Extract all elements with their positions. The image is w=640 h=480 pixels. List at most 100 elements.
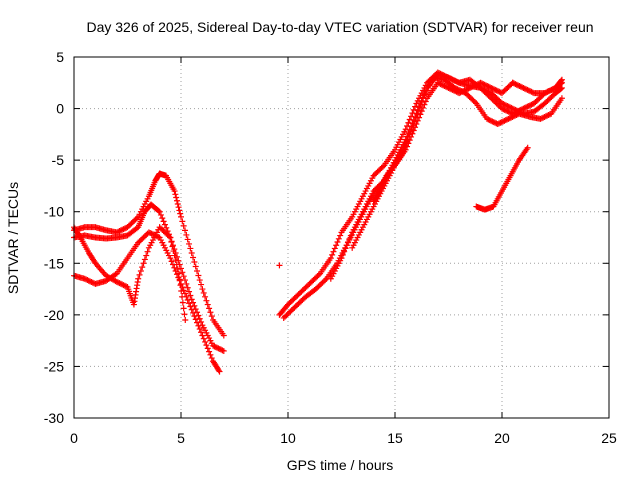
data-point	[208, 355, 215, 362]
data-point	[480, 81, 487, 88]
data-point	[179, 218, 186, 225]
data-point	[558, 85, 565, 92]
data-point	[494, 88, 501, 95]
data-point	[342, 245, 349, 252]
data-point	[504, 116, 511, 123]
y-tick-label: -5	[52, 152, 65, 168]
data-point	[376, 189, 383, 196]
data-point	[558, 80, 565, 87]
data-point	[519, 106, 526, 113]
data-point	[404, 133, 411, 140]
series-track-4	[71, 224, 189, 324]
data-point	[170, 248, 177, 255]
data-point	[410, 117, 417, 124]
data-point	[505, 103, 512, 110]
data-point	[84, 277, 91, 284]
data-point	[182, 290, 189, 297]
data-point	[216, 346, 223, 353]
data-point	[558, 84, 565, 91]
data-point	[179, 293, 186, 300]
data-point	[505, 108, 512, 115]
data-point	[190, 254, 197, 261]
data-point	[519, 84, 526, 91]
data-point	[115, 228, 122, 235]
x-tick-label: 15	[387, 430, 403, 446]
x-tick-label: 10	[280, 430, 296, 446]
y-tick-label: -20	[44, 307, 64, 323]
data-point	[188, 249, 195, 256]
data-point	[186, 300, 193, 307]
data-point	[187, 303, 194, 310]
data-point	[545, 88, 552, 95]
data-point	[141, 256, 148, 263]
series-track-8	[349, 79, 516, 251]
data-point	[523, 86, 530, 93]
data-point	[178, 265, 184, 272]
data-point	[192, 263, 199, 270]
data-point	[496, 120, 503, 127]
data-point	[196, 326, 203, 333]
data-point	[76, 233, 83, 240]
data-point	[136, 271, 143, 278]
data-point	[343, 242, 350, 249]
data-point	[445, 84, 452, 91]
data-point	[180, 222, 187, 229]
data-point	[529, 89, 536, 96]
data-point	[204, 345, 211, 352]
data-point	[489, 118, 496, 125]
data-point	[471, 99, 478, 106]
data-point	[180, 305, 187, 312]
data-point	[172, 191, 179, 198]
data-point	[457, 89, 464, 96]
data-point	[345, 239, 352, 246]
data-point	[335, 235, 342, 242]
data-point	[412, 124, 419, 131]
data-point	[500, 118, 507, 125]
data-point	[410, 106, 417, 113]
data-point	[194, 268, 201, 275]
data-point	[188, 306, 195, 313]
data-point	[474, 81, 481, 88]
data-point	[194, 309, 201, 316]
y-tick-label: 0	[56, 101, 64, 117]
data-point	[171, 252, 178, 259]
data-point	[418, 97, 425, 104]
data-point	[528, 101, 535, 108]
data-point	[504, 108, 511, 115]
data-point	[445, 74, 452, 81]
data-point	[216, 368, 223, 375]
data-point	[465, 85, 472, 92]
data-point	[156, 208, 163, 215]
data-point	[524, 103, 531, 110]
data-point	[186, 240, 193, 247]
data-point	[507, 109, 514, 116]
data-point	[120, 282, 127, 289]
data-point	[174, 200, 181, 207]
data-point	[528, 88, 535, 95]
data-point	[112, 271, 119, 278]
data-point	[448, 86, 455, 93]
data-point	[207, 351, 214, 358]
data-point	[494, 121, 501, 128]
data-point	[333, 242, 340, 249]
data-point	[339, 251, 346, 258]
data-point	[192, 316, 199, 323]
data-point	[163, 224, 170, 231]
data-point	[179, 269, 186, 276]
data-point	[219, 347, 226, 354]
data-point	[497, 89, 504, 96]
data-point	[545, 112, 552, 119]
data-point	[477, 79, 484, 86]
data-point	[482, 82, 489, 89]
data-point	[143, 252, 150, 259]
data-point	[517, 106, 524, 113]
data-point	[520, 105, 527, 112]
y-tick-label: -10	[44, 204, 64, 220]
data-point	[422, 98, 429, 105]
data-point	[210, 342, 217, 349]
data-point	[115, 279, 122, 286]
data-point	[215, 367, 222, 374]
data-point	[504, 102, 511, 109]
data-point	[511, 80, 518, 87]
data-point	[444, 84, 451, 91]
